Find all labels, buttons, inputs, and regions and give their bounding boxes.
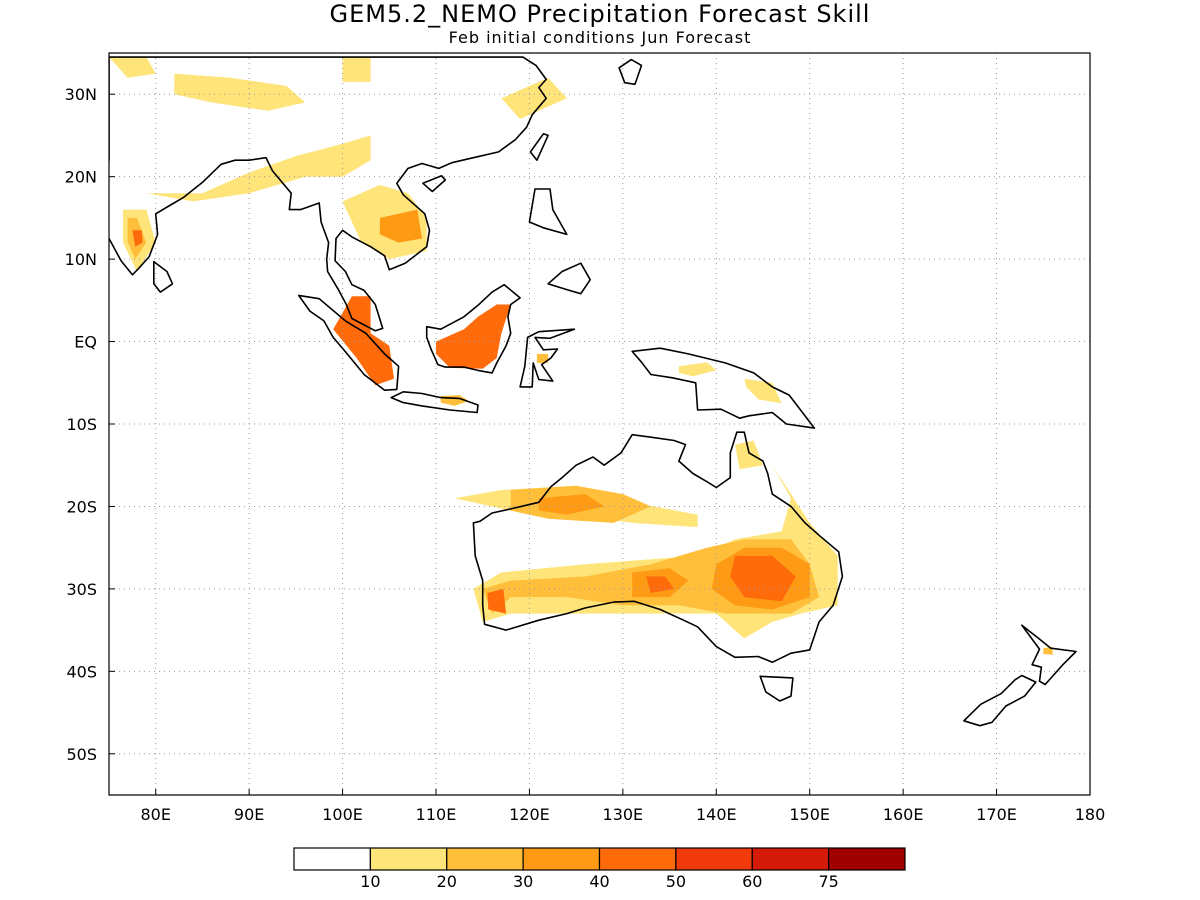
colorbar-swatch-3: [522, 847, 601, 871]
lon-label-6: 140E: [696, 805, 737, 824]
coastline-sri-lanka: [153, 260, 174, 293]
lat-label-4: 10S: [66, 415, 97, 434]
colorbar-swatch-2: [446, 847, 524, 871]
coastline-borneo: [425, 283, 521, 374]
lat-label-2: 10N: [65, 250, 97, 269]
lat-label-0: 30N: [65, 85, 97, 104]
coastline-new-guinea: [631, 347, 816, 429]
skill-region-8: [646, 576, 675, 593]
coastline-mindanao: [547, 262, 592, 295]
colorbar-swatch-0: [293, 847, 371, 871]
skill-region-21: [436, 304, 511, 369]
colorbar-label-6: 75: [818, 872, 838, 891]
coastline-luzon: [528, 188, 568, 236]
colorbar-swatch-7: [828, 847, 906, 871]
colorbar-swatch-6: [751, 847, 830, 871]
lon-label-4: 120E: [509, 805, 550, 824]
skill-region-25: [744, 378, 782, 404]
lon-label-8: 160E: [883, 805, 924, 824]
colorbar-label-0: 10: [360, 872, 380, 891]
lon-label-5: 130E: [603, 805, 644, 824]
skill-region-24: [678, 362, 717, 377]
lon-label-2: 100E: [322, 805, 363, 824]
lon-label-1: 90E: [234, 805, 264, 824]
coastline-tasmania: [759, 675, 794, 702]
skill-region-7: [730, 555, 796, 602]
colorbar-swatch-4: [598, 847, 677, 871]
colorbar-swatch-1: [369, 847, 448, 871]
coastline-sulawesi: [519, 328, 576, 388]
skill-region-19: [342, 57, 371, 82]
longitude-labels: 80E 90E 100E 110E 120E 130E 140E 150E 160E 170E 18…: [140, 789, 1105, 824]
lat-label-5: 20S: [66, 497, 97, 516]
colorbar-label-1: 20: [437, 872, 457, 891]
coastline-hainan: [422, 175, 447, 193]
coastline-new-zealand-south: [963, 674, 1037, 727]
coastline-asia: [109, 56, 548, 332]
skill-region-10: [146, 135, 371, 202]
coastline-java: [390, 390, 479, 414]
coastlines: [109, 56, 1077, 727]
coastline-taiwan: [529, 133, 549, 161]
lon-label-10: 180: [1075, 805, 1106, 824]
colorbar: 10 20 30 40 50 60 75: [293, 847, 906, 891]
map-title: GEM5.2_NEMO Precipitation Forecast Skill: [329, 0, 871, 28]
graticule: [109, 53, 1090, 795]
colorbar-label-4: 50: [666, 872, 686, 891]
skill-region-9: [487, 588, 507, 614]
lon-label-9: 170E: [976, 805, 1017, 824]
skill-shading: [109, 57, 1053, 655]
skill-region-11: [174, 73, 306, 111]
lon-label-3: 110E: [416, 805, 457, 824]
coastline-new-zealand-north: [1020, 624, 1077, 686]
colorbar-label-5: 60: [742, 872, 762, 891]
lat-label-6: 30S: [66, 580, 97, 599]
skill-region-23: [536, 353, 549, 363]
skill-region-20: [333, 296, 394, 386]
skill-region-18: [501, 77, 567, 119]
coastline-sumatra: [297, 294, 400, 392]
lon-label-0: 80E: [140, 805, 170, 824]
lat-label-7: 40S: [66, 662, 97, 681]
skill-region-12: [109, 57, 156, 78]
latitude-labels: 30N 20N 10N EQ 10S 20S 30S 40S 50S: [65, 85, 115, 764]
lon-label-7: 150E: [789, 805, 830, 824]
lat-label-1: 20N: [65, 168, 97, 187]
coastline-kyushu: [618, 58, 643, 86]
map-subtitle: Feb initial conditions Jun Forecast: [448, 28, 752, 47]
skill-region-15: [132, 230, 143, 247]
coastline-australia: [472, 431, 844, 664]
colorbar-label-3: 40: [589, 872, 609, 891]
skill-region-26: [735, 440, 763, 470]
lat-label-8: 50S: [66, 745, 97, 764]
skill-region-4: [538, 494, 605, 515]
colorbar-label-2: 30: [513, 872, 533, 891]
lat-label-3: EQ: [74, 333, 97, 352]
colorbar-swatch-5: [675, 847, 753, 871]
skill-region-17: [379, 209, 422, 243]
